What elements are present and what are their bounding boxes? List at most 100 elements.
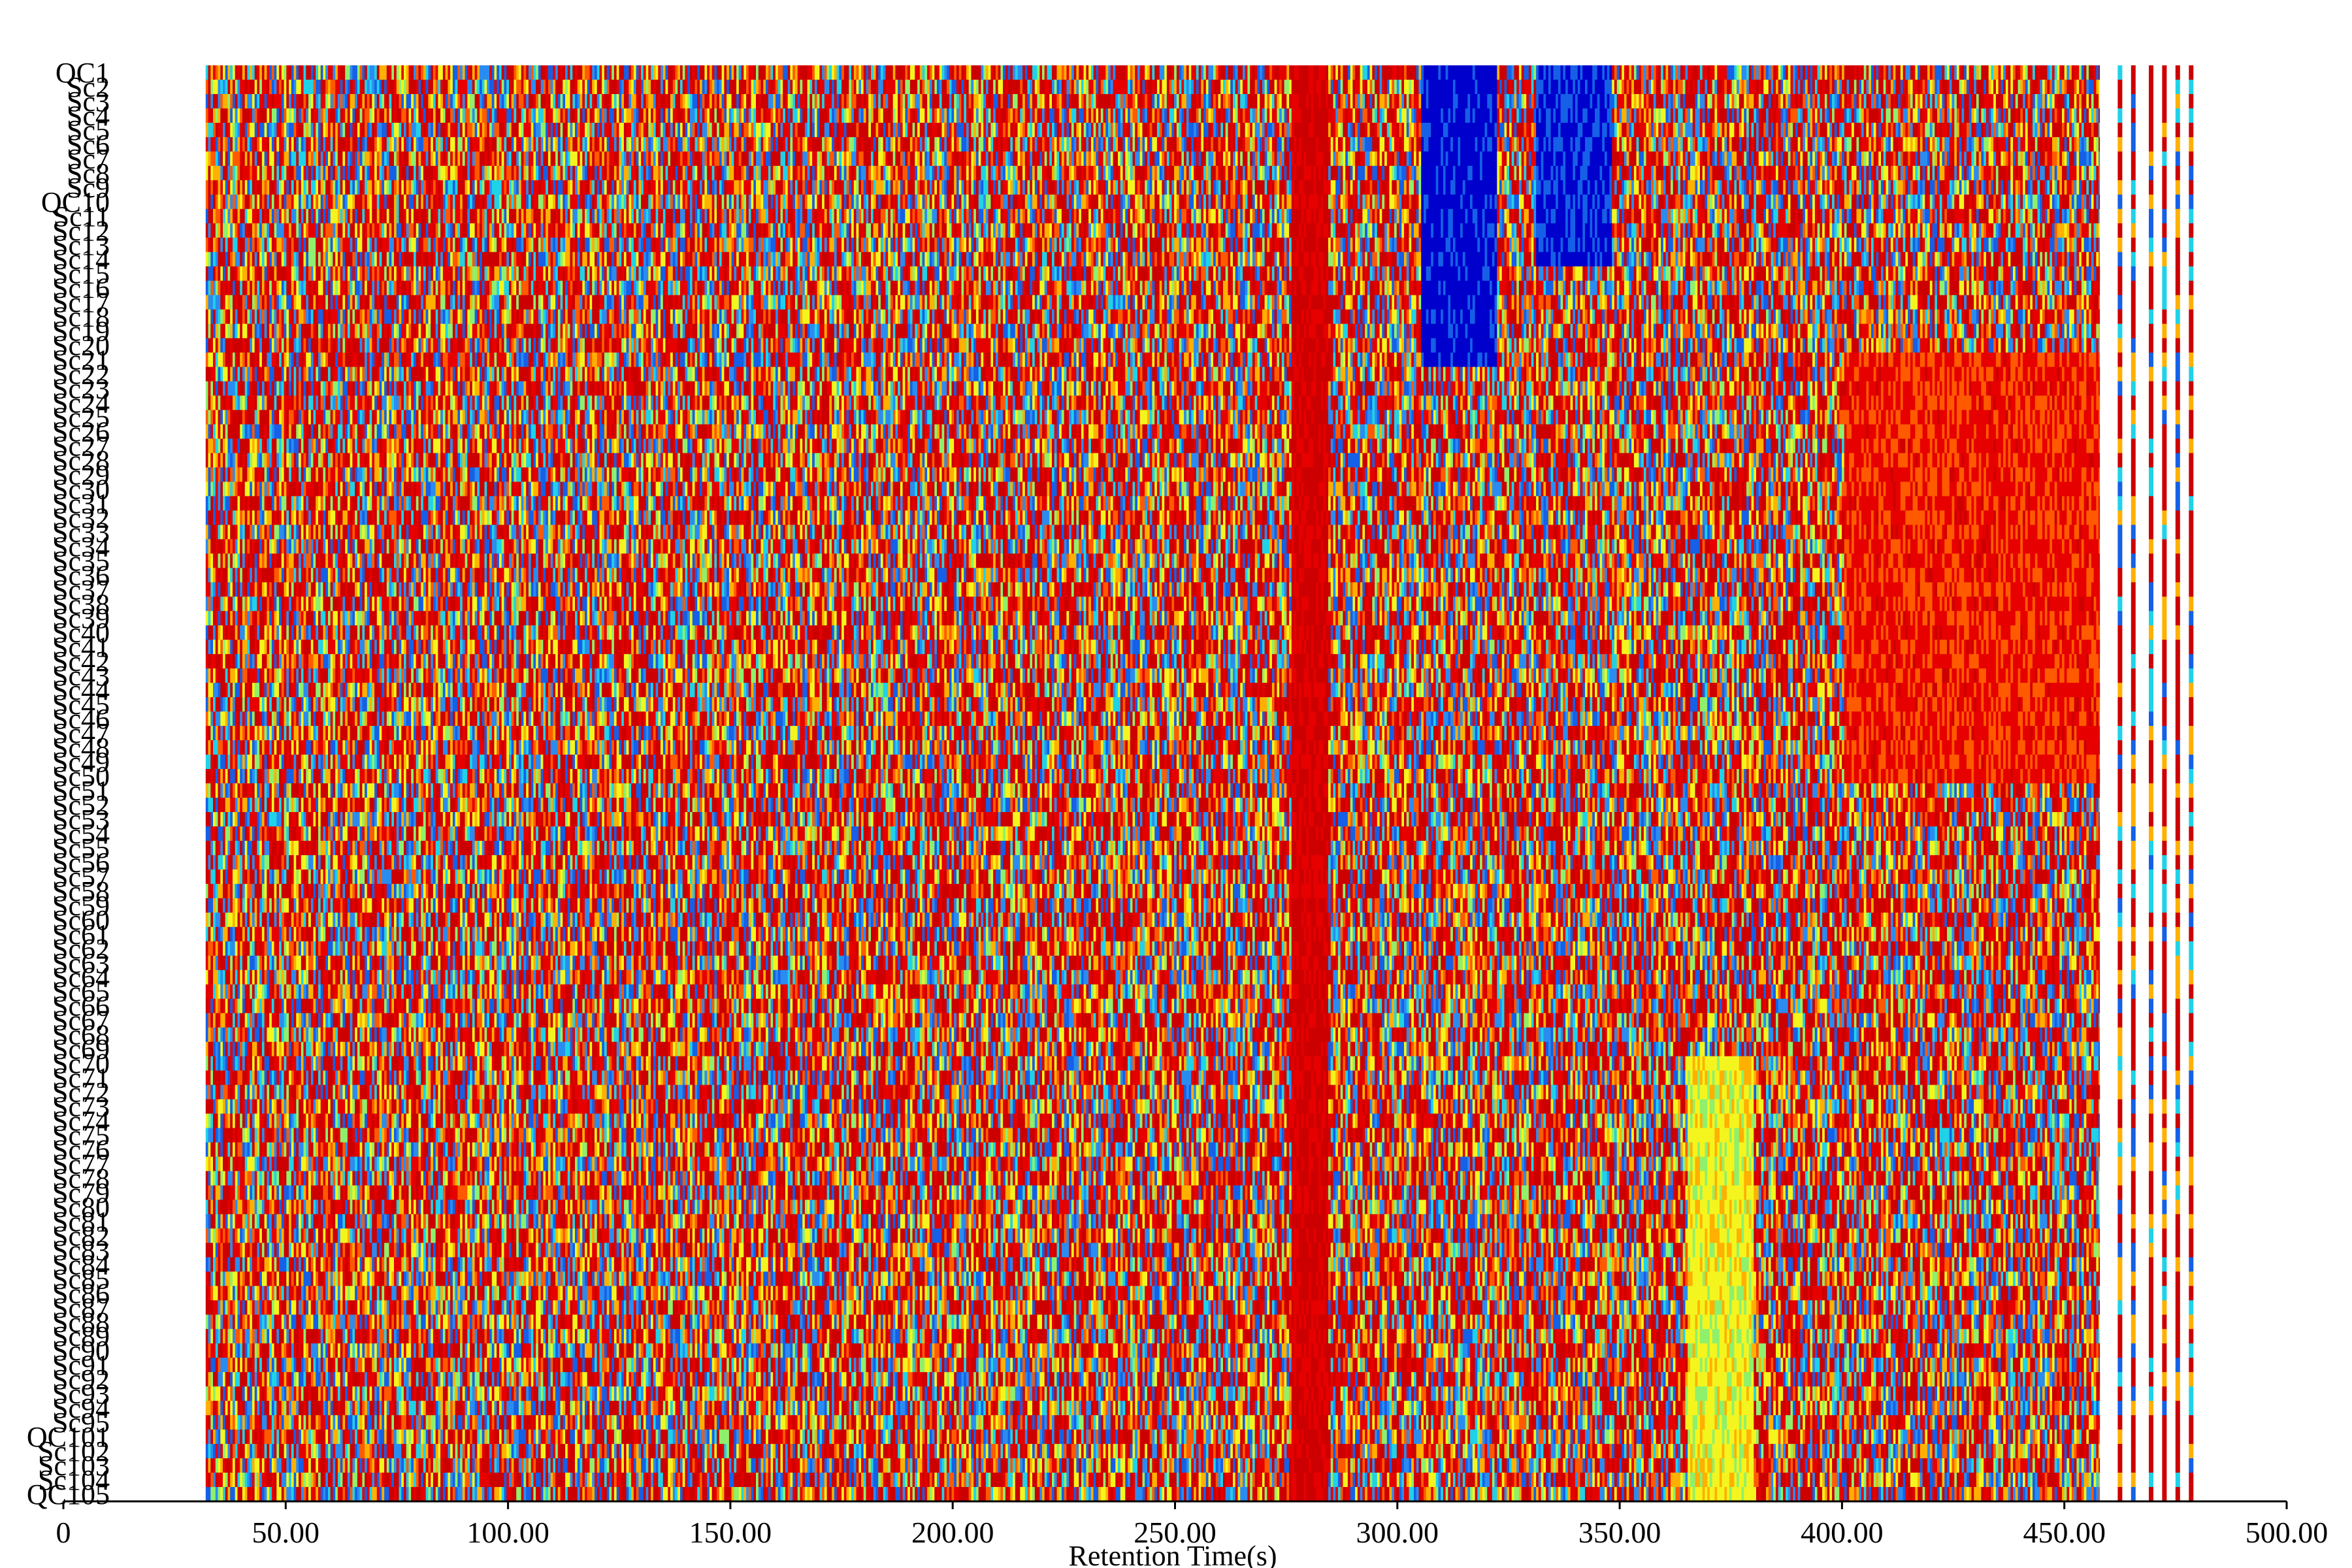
heatmap-cell [230, 65, 233, 80]
heatmap-cell [465, 65, 468, 80]
heatmap-cell [453, 65, 458, 80]
heatmap-cell [949, 65, 952, 80]
heatmap-cell [788, 65, 791, 80]
heatmap-cell [1079, 65, 1081, 80]
heatmap-cell [878, 65, 881, 80]
heatmap-cell [866, 65, 869, 80]
heatmap-cell [609, 65, 612, 80]
heatmap-cell [893, 65, 896, 80]
heatmap-cell [815, 65, 820, 80]
heatmap-cell [690, 65, 693, 80]
heatmap-cell [790, 65, 792, 80]
heatmap-cell [885, 65, 893, 80]
heatmap-cell [910, 65, 915, 80]
heatmap-cell [470, 65, 472, 80]
heatmap-cell [570, 65, 573, 80]
heatmap-cell [874, 65, 876, 80]
heatmap-cell [1196, 65, 1199, 80]
heatmap-cell [565, 65, 568, 80]
heatmap-cell [783, 65, 788, 80]
heatmap-cell [990, 65, 993, 80]
heatmap-cell [282, 65, 284, 80]
heatmap-cell [1145, 65, 1147, 80]
heatmap-cell [546, 65, 548, 80]
heatmap-cell [536, 65, 538, 80]
heatmap-cell [883, 65, 886, 80]
heatmap-cell [700, 65, 705, 80]
heatmap-cell [1037, 65, 1040, 80]
heatmap-cell [553, 65, 555, 80]
heatmap-cell [389, 65, 392, 80]
heatmap-cell [325, 65, 328, 80]
heatmap-cell [861, 65, 864, 80]
heatmap-cell [397, 65, 399, 80]
heatmap-cell [729, 65, 732, 80]
heatmap-cell [1179, 65, 1182, 80]
heatmap-cell [1130, 65, 1133, 80]
heatmap-cell [426, 65, 429, 80]
heatmap-cell [829, 65, 832, 80]
heatmap-cell [742, 65, 744, 80]
heatmap-cell [279, 65, 282, 80]
heatmap-cell [568, 65, 570, 80]
heatmap-cell [1028, 65, 1033, 80]
heatmap-cell [819, 65, 822, 80]
heatmap-cell [1184, 65, 1186, 80]
heatmap-cell [1115, 65, 1125, 80]
heatmap-cell [538, 65, 541, 80]
heatmap-cell [335, 65, 338, 80]
heatmap-cell [477, 65, 480, 80]
heatmap-cell [851, 65, 854, 80]
heatmap-cell [1220, 65, 1226, 80]
heatmap-cell [1111, 65, 1113, 80]
heatmap-cell [561, 65, 563, 80]
heatmap-cell [1125, 65, 1128, 80]
heatmap-cell [1164, 65, 1167, 80]
heatmap-cell [676, 65, 678, 80]
heatmap-cell [585, 65, 590, 80]
heatmap-cell [971, 65, 981, 80]
heatmap-cell [812, 65, 815, 80]
heatmap-cell [771, 65, 774, 80]
heatmap-cell [1201, 65, 1203, 80]
heatmap-cell [988, 65, 991, 80]
heatmap-cell [582, 65, 585, 80]
heatmap-cell [1147, 65, 1150, 80]
heatmap-cell [1081, 65, 1084, 80]
heatmap-cell [666, 65, 668, 80]
heatmap-cell [822, 65, 825, 80]
heatmap-cell [962, 65, 964, 80]
heatmap-cell [687, 65, 690, 80]
heatmap-cell [636, 65, 639, 80]
heatmap-cell [265, 65, 267, 80]
heatmap-cell [923, 65, 925, 80]
heatmap-cell [714, 65, 717, 80]
heatmap-cell [1154, 65, 1160, 80]
heatmap-cell [590, 65, 593, 80]
heatmap-cell [947, 65, 949, 80]
heatmap-cell [966, 65, 969, 80]
heatmap-cell [749, 65, 754, 80]
heatmap-cell [832, 65, 834, 80]
heatmap-cell [377, 65, 380, 80]
heatmap-cell [514, 65, 516, 80]
heatmap-cell [311, 65, 314, 80]
heatmap-cell [942, 65, 945, 80]
heatmap-cell [450, 65, 453, 80]
heatmap-cell [252, 65, 255, 80]
heatmap-cell [318, 65, 321, 80]
heatmap-cell [516, 65, 519, 80]
heatmap-cell [808, 65, 813, 80]
heatmap-cell [223, 65, 225, 80]
heatmap-cell [724, 65, 727, 80]
heatmap-cell [1203, 65, 1206, 80]
heatmap-cell [1045, 65, 1047, 80]
heatmap-cell [678, 65, 680, 80]
heatmap-cell [213, 65, 216, 80]
heatmap-cell [857, 65, 859, 80]
heatmap-cell [743, 65, 746, 80]
heatmap-cell [1013, 65, 1015, 80]
heatmap-cell [367, 65, 370, 80]
heatmap-cell [555, 65, 558, 80]
heatmap-cell [704, 65, 707, 80]
